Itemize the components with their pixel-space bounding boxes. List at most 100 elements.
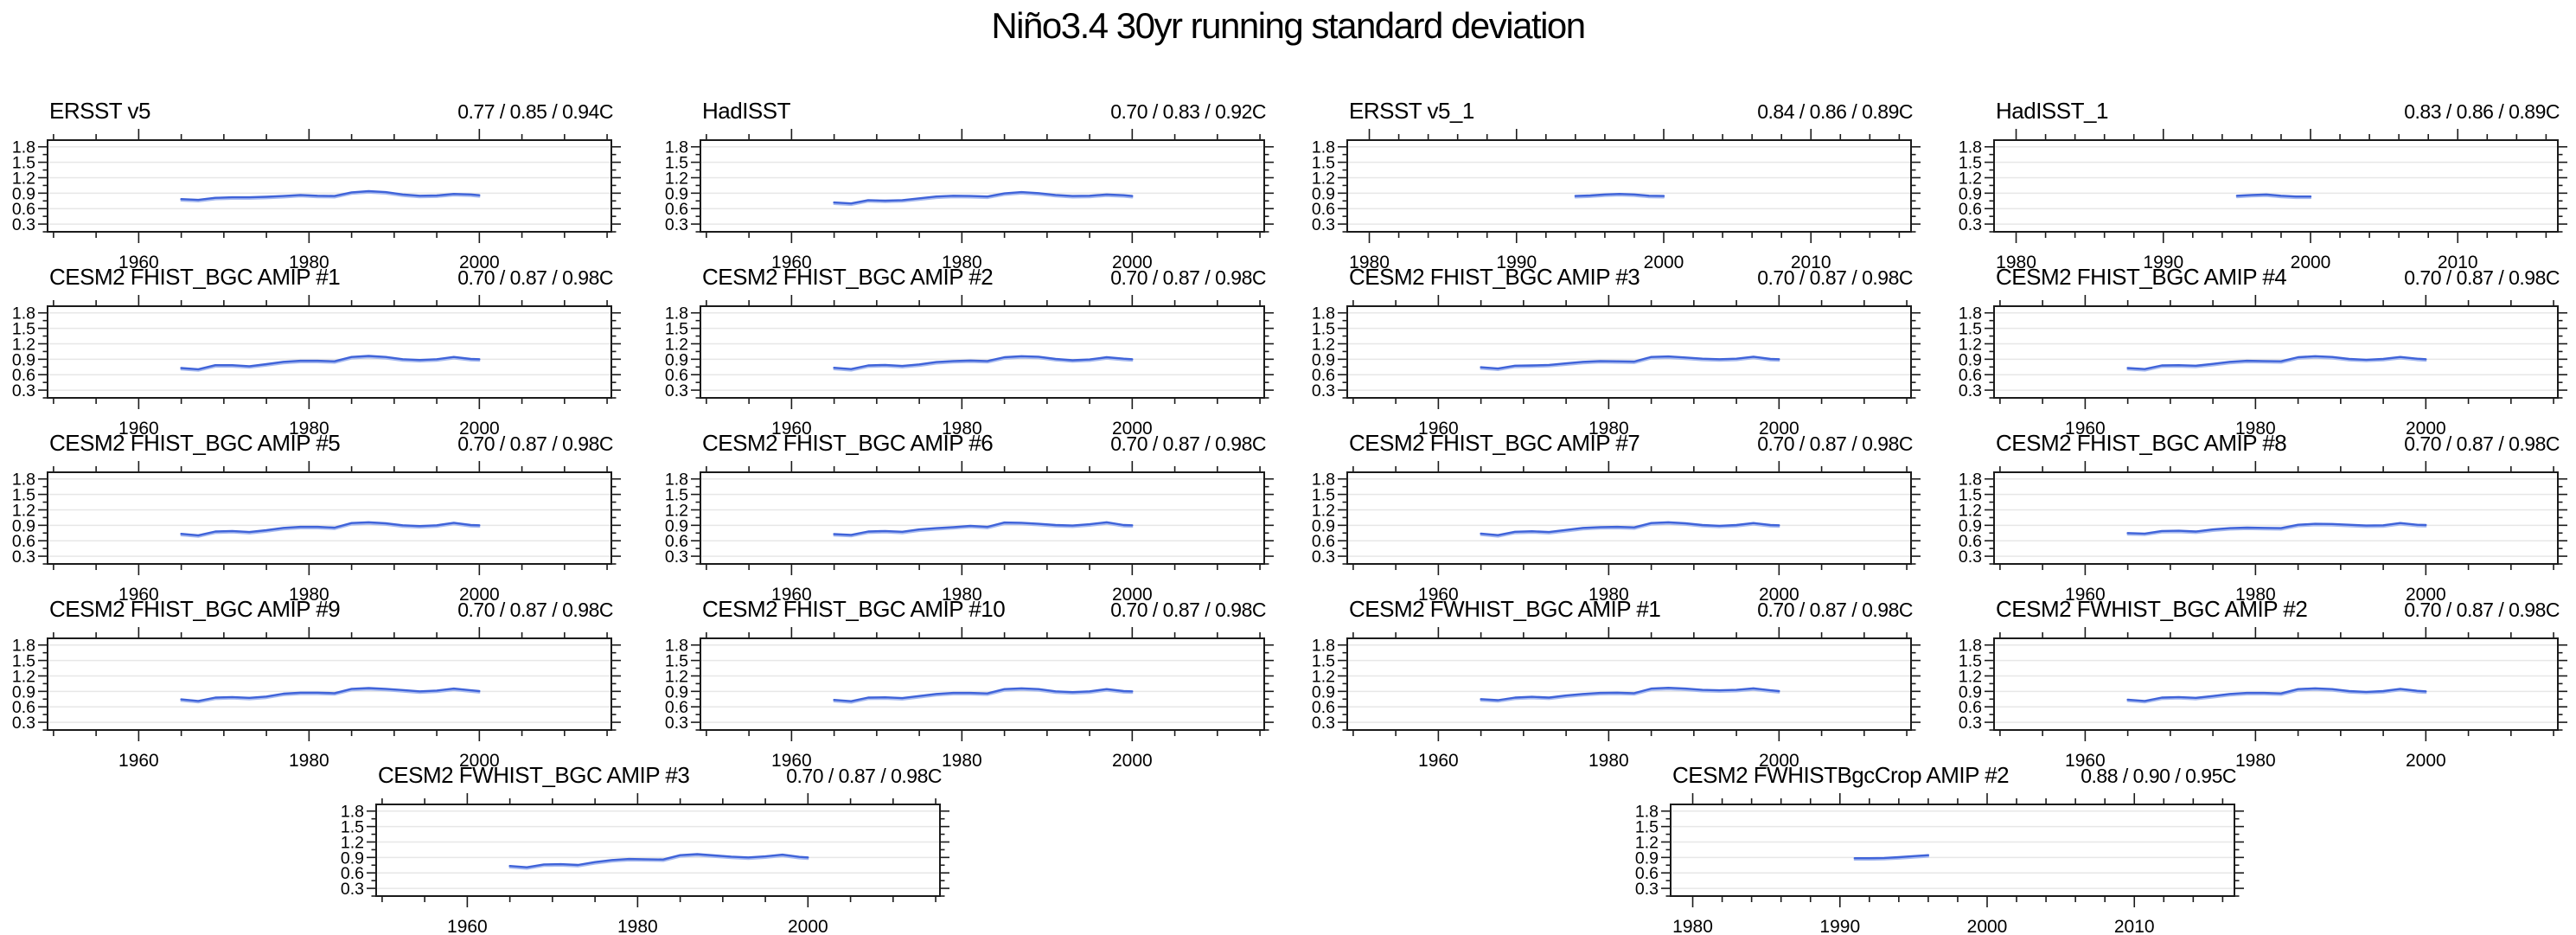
data-line — [1480, 686, 1780, 701]
data-line-halo — [1480, 522, 1780, 538]
data-line — [2126, 522, 2427, 535]
x-tick-label: 1960 — [1418, 585, 1459, 600]
x-tick-label: 2000 — [1112, 585, 1153, 600]
data-line — [2235, 193, 2312, 198]
gridlines — [1347, 311, 1911, 391]
data-line — [180, 189, 481, 202]
y-tick-label: 1.2 — [665, 667, 688, 686]
x-tick-label: 1960 — [2065, 419, 2106, 434]
x-tick-label: 1990 — [1496, 253, 1537, 268]
panel-stats: 0.70 / 0.87 / 0.98C — [1757, 432, 1913, 455]
panel-stats: 0.70 / 0.87 / 0.98C — [457, 432, 613, 455]
gridlines — [1994, 644, 2558, 723]
y-tick-label: 1.2 — [12, 335, 35, 354]
x-tick-label: 1980 — [942, 253, 982, 268]
chart-panel: 1.81.51.20.90.60.3 1960 1980 2000 CESM2 FHIS… — [1959, 430, 2567, 600]
y-tick-label: 1.2 — [12, 667, 35, 686]
y-tick-label: 1.2 — [12, 169, 35, 188]
panel-stats: 0.70 / 0.87 / 0.98C — [457, 266, 613, 289]
plot-frame — [1993, 305, 2559, 399]
panel-stats: 0.70 / 0.87 / 0.98C — [786, 765, 942, 787]
y-tick-label: 1.2 — [1312, 169, 1335, 188]
data-line — [180, 521, 481, 537]
plot-frame — [700, 305, 1265, 399]
y-tick-label: 0.9 — [1312, 516, 1335, 535]
tick-marks — [1985, 129, 2567, 243]
y-tick-label: 1.8 — [1959, 304, 1982, 323]
y-tick-label: 0.3 — [1959, 381, 1982, 400]
data-line-halo — [1853, 855, 1929, 861]
chart-panel: 1.81.51.20.90.60.3 1980 1990 2000 2010 HadISS… — [1959, 98, 2567, 268]
y-tick-label: 0.6 — [1312, 532, 1335, 551]
x-tick-label: 1980 — [1672, 917, 1713, 932]
y-tick-label: 0.9 — [1312, 184, 1335, 203]
x-tick-label: 1960 — [771, 253, 812, 268]
y-tick-label: 0.9 — [1959, 350, 1982, 369]
y-tick-label: 1.2 — [1959, 501, 1982, 520]
panel-stats: 0.83 / 0.86 / 0.89C — [2404, 100, 2560, 123]
y-tick-label: 0.6 — [12, 366, 35, 385]
tick-marks — [38, 295, 621, 409]
y-tick-label: 0.3 — [12, 714, 35, 733]
data-line — [1853, 854, 1930, 860]
chart-panel: 1.81.51.20.90.60.3 1960 1980 2000 ERSST v5 0.… — [12, 98, 621, 268]
panel-stats: 0.70 / 0.87 / 0.98C — [2404, 599, 2560, 621]
plot-frame — [375, 804, 941, 897]
plot-frame — [1346, 637, 1912, 731]
panel-title: CESM2 FWHIST_BGC AMIP #2 — [1996, 596, 2307, 622]
gridlines — [48, 311, 611, 391]
chart-panel: 1.81.51.20.90.60.3 1960 1980 2000 CESM2 FHIS… — [1959, 264, 2567, 434]
x-tick-label: 2000 — [2406, 585, 2446, 600]
data-line-halo — [833, 356, 1134, 372]
x-tick-label: 1990 — [1819, 917, 1860, 932]
panel-stats: 0.88 / 0.90 / 0.95C — [2081, 765, 2236, 787]
y-tick-label: 0.9 — [665, 682, 688, 701]
y-tick-label: 0.9 — [12, 184, 35, 203]
gridlines — [700, 311, 1264, 391]
x-tick-label: 1960 — [771, 585, 812, 600]
y-tick-label: 1.8 — [12, 637, 35, 656]
y-tick-label: 1.2 — [665, 335, 688, 354]
x-tick-label: 1980 — [289, 253, 329, 268]
x-tick-label: 1980 — [289, 585, 329, 600]
chart-panel: 1.81.51.20.90.60.3 1960 1980 2000 CESM2 FWHI… — [1312, 596, 1921, 766]
y-tick-label: 1.2 — [1312, 335, 1335, 354]
x-tick-label: 2000 — [1112, 253, 1153, 268]
y-tick-label: 1.2 — [1312, 667, 1335, 686]
plot-frame — [1346, 471, 1912, 565]
panel-stats: 0.70 / 0.83 / 0.92C — [1110, 100, 1266, 123]
tick-marks — [38, 461, 621, 575]
y-tick-label: 1.5 — [1312, 486, 1335, 505]
panel-stats: 0.77 / 0.85 / 0.94C — [457, 100, 613, 123]
panel-title: CESM2 FWHIST_BGC AMIP #1 — [1349, 596, 1660, 622]
y-tick-label: 1.5 — [12, 154, 35, 173]
gridlines — [376, 810, 940, 889]
y-tick-label: 0.6 — [665, 200, 688, 219]
panel-stats: 0.70 / 0.87 / 0.98C — [1110, 432, 1266, 455]
panel-stats: 0.70 / 0.87 / 0.98C — [2404, 432, 2560, 455]
y-tick-label: 1.5 — [1312, 154, 1335, 173]
panel-title: CESM2 FHIST_BGC AMIP #5 — [49, 430, 340, 456]
tick-marks — [691, 295, 1274, 409]
panel-title: CESM2 FHIST_BGC AMIP #2 — [702, 264, 993, 290]
panel-title: CESM2 FHIST_BGC AMIP #9 — [49, 596, 340, 622]
plot-frame — [47, 471, 612, 565]
panel-stats: 0.70 / 0.87 / 0.98C — [457, 599, 613, 621]
panel-title: CESM2 FHIST_BGC AMIP #4 — [1996, 264, 2286, 290]
y-tick-label: 0.3 — [1312, 215, 1335, 234]
x-tick-label: 1960 — [1418, 751, 1459, 766]
x-tick-label: 2000 — [2291, 253, 2331, 268]
y-tick-label: 0.9 — [1635, 849, 1659, 868]
x-tick-label: 2000 — [1759, 751, 1799, 766]
y-tick-label: 0.3 — [341, 880, 364, 899]
y-tick-label: 0.3 — [665, 215, 688, 234]
plot-frame — [47, 139, 612, 233]
y-tick-label: 0.6 — [1959, 532, 1982, 551]
y-tick-label: 1.8 — [665, 138, 688, 157]
y-tick-label: 0.3 — [1959, 548, 1982, 567]
gridlines — [48, 477, 611, 557]
x-tick-label: 1960 — [118, 585, 159, 600]
data-line-halo — [2235, 195, 2312, 200]
y-tick-label: 1.5 — [665, 154, 688, 173]
tick-marks — [1338, 129, 1921, 243]
